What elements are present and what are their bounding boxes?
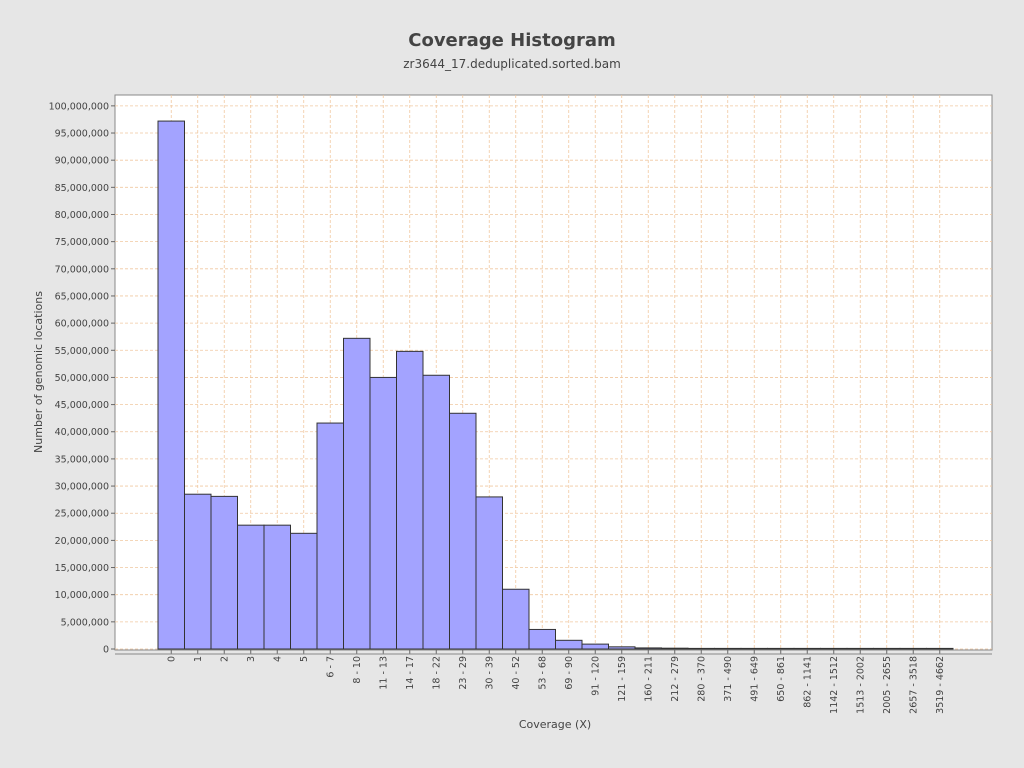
histogram-bar [290, 532, 318, 650]
y-tick-label: 90,000,000 [55, 156, 109, 167]
y-tick-label: 0 [103, 645, 109, 656]
y-tick-label: 25,000,000 [55, 509, 109, 520]
x-tick-label: 280 - 370 [696, 656, 707, 702]
y-tick-label: 30,000,000 [55, 482, 109, 493]
y-tick-label: 100,000,000 [49, 101, 109, 112]
histogram-bar [767, 647, 795, 650]
histogram-bar [210, 495, 238, 650]
x-tick-label: 30 - 39 [484, 656, 495, 690]
histogram-bar [740, 647, 768, 650]
histogram-bar [555, 639, 583, 650]
x-tick-label: 2657 - 3518 [908, 656, 919, 714]
x-tick-label: 6 - 7 [325, 656, 336, 678]
y-tick-label: 65,000,000 [55, 291, 109, 302]
histogram-bar [608, 646, 636, 650]
x-tick-label: 23 - 29 [458, 656, 469, 690]
histogram-bar [449, 412, 477, 650]
histogram-bar [184, 493, 212, 650]
x-tick-label: 3 [246, 656, 257, 662]
chart-title: Coverage Histogram [408, 30, 616, 51]
y-tick-label: 75,000,000 [55, 237, 109, 248]
histogram-bar [263, 524, 291, 650]
bars [157, 120, 954, 650]
x-tick-label: 2005 - 2655 [882, 656, 893, 714]
x-tick-label: 1142 - 1512 [829, 656, 840, 714]
histogram-bar [820, 647, 848, 650]
histogram-bar [369, 376, 397, 650]
histogram-bar [502, 588, 530, 650]
histogram-bar [926, 647, 954, 650]
histogram-bar [873, 647, 901, 650]
x-tick-label: 212 - 279 [670, 656, 681, 702]
x-tick-label: 160 - 211 [643, 656, 654, 702]
x-tick-label: 121 - 159 [617, 656, 628, 702]
y-tick-label: 50,000,000 [55, 373, 109, 384]
y-tick-label: 35,000,000 [55, 454, 109, 465]
x-tick-label: 5 [299, 656, 310, 662]
x-axis-ticks: 0 1 2 3 4 5 6 - 7 8 - 10 11 - 13 14 - 17 18 - 22 23… [115, 650, 992, 714]
y-tick-label: 40,000,000 [55, 427, 109, 438]
x-tick-label: 69 - 90 [564, 656, 575, 690]
histogram-bar [581, 643, 609, 650]
x-tick-label: 650 - 861 [776, 656, 787, 702]
histogram-bar [422, 374, 450, 650]
histogram-bar [634, 647, 662, 650]
histogram-bar [846, 647, 874, 650]
histogram-bar [157, 120, 185, 650]
y-tick-label: 10,000,000 [55, 590, 109, 601]
histogram-bar [661, 647, 689, 650]
x-axis-label: Coverage (X) [519, 718, 591, 731]
x-tick-label: 1 [193, 656, 204, 662]
x-tick-label: 91 - 120 [590, 656, 601, 696]
x-tick-label: 491 - 649 [749, 656, 760, 702]
x-tick-label: 3519 - 4662 [935, 656, 946, 714]
histogram-bar [396, 350, 424, 650]
x-tick-label: 0 [166, 656, 177, 662]
y-axis-label: Number of genomic locations [32, 291, 45, 453]
histogram-bar [714, 647, 742, 650]
histogram-bar [899, 647, 927, 650]
y-tick-label: 70,000,000 [55, 264, 109, 275]
x-tick-label: 2 [219, 656, 230, 662]
histogram-bar [475, 496, 503, 650]
y-tick-label: 80,000,000 [55, 210, 109, 221]
histogram-bar [237, 524, 265, 650]
y-tick-label: 95,000,000 [55, 129, 109, 140]
x-tick-label: 53 - 68 [537, 656, 548, 690]
x-tick-label: 8 - 10 [352, 656, 363, 684]
histogram-bar [316, 422, 344, 650]
y-tick-label: 5,000,000 [61, 617, 109, 628]
x-tick-label: 14 - 17 [405, 656, 416, 690]
y-tick-label: 45,000,000 [55, 400, 109, 411]
y-tick-label: 15,000,000 [55, 563, 109, 574]
x-tick-label: 18 - 22 [431, 656, 442, 690]
x-tick-label: 1513 - 2002 [855, 656, 866, 714]
histogram-bar [793, 647, 821, 650]
histogram-bar [343, 337, 371, 650]
x-tick-label: 371 - 490 [723, 656, 734, 702]
x-tick-label: 40 - 52 [511, 656, 522, 690]
x-tick-label: 862 - 1141 [802, 656, 813, 708]
x-tick-label: 11 - 13 [378, 656, 389, 690]
y-tick-label: 85,000,000 [55, 183, 109, 194]
chart-subtitle: zr3644_17.deduplicated.sorted.bam [403, 57, 621, 71]
y-tick-label: 20,000,000 [55, 536, 109, 547]
y-axis-ticks: 0 5,000,000 10,000,000 15,000,000 20,000,000… [49, 101, 115, 656]
histogram-bar [687, 647, 715, 650]
grid-lines [115, 95, 992, 650]
histogram-bar [528, 628, 556, 650]
x-tick-label: 4 [272, 656, 283, 662]
y-tick-label: 55,000,000 [55, 346, 109, 357]
y-tick-label: 60,000,000 [55, 319, 109, 330]
